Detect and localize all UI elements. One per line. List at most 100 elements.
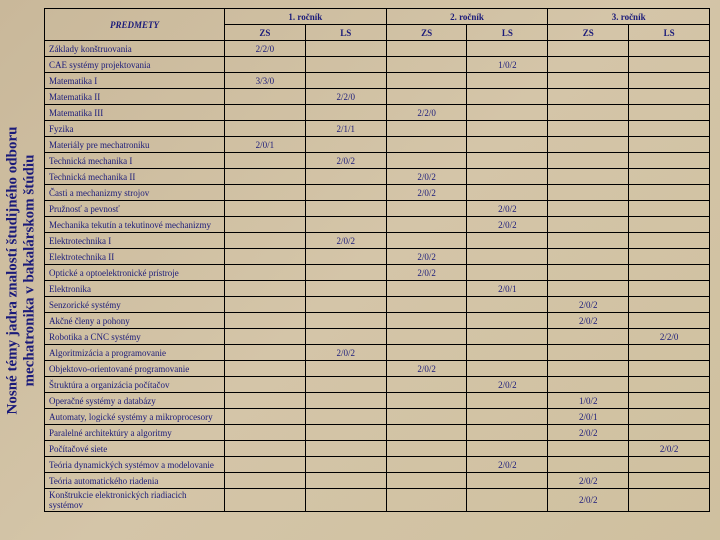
- cell-value: [467, 185, 548, 201]
- cell-value: [548, 361, 629, 377]
- subject-name: Teória dynamických systémov a modelovani…: [45, 457, 225, 473]
- cell-value: [548, 377, 629, 393]
- cell-value: [467, 409, 548, 425]
- cell-value: [386, 201, 467, 217]
- subject-name: Matematika II: [45, 89, 225, 105]
- cell-value: [548, 137, 629, 153]
- table-row: Paralelné architektúry a algoritmy2/0/2: [45, 425, 710, 441]
- table-row: Matematika I3/3/0: [45, 73, 710, 89]
- cell-value: [629, 73, 710, 89]
- sem-header: ZS: [386, 25, 467, 41]
- cell-value: [225, 265, 306, 281]
- cell-value: [386, 313, 467, 329]
- cell-value: [305, 441, 386, 457]
- cell-value: [225, 441, 306, 457]
- cell-value: [305, 457, 386, 473]
- subject-name: Algoritmizácia a programovanie: [45, 345, 225, 361]
- cell-value: [305, 73, 386, 89]
- cell-value: [629, 121, 710, 137]
- table-row: Matematika III2/2/0: [45, 105, 710, 121]
- cell-value: [225, 217, 306, 233]
- cell-value: [225, 297, 306, 313]
- cell-value: [467, 233, 548, 249]
- cell-value: [386, 473, 467, 489]
- cell-value: [225, 169, 306, 185]
- cell-value: [629, 169, 710, 185]
- cell-value: [629, 457, 710, 473]
- cell-value: [386, 281, 467, 297]
- cell-value: [467, 89, 548, 105]
- sem-header: ZS: [225, 25, 306, 41]
- table-row: Elektronika2/0/1: [45, 281, 710, 297]
- cell-value: [548, 153, 629, 169]
- subject-name: Optické a optoelektronické prístroje: [45, 265, 225, 281]
- cell-value: [305, 361, 386, 377]
- cell-value: [386, 409, 467, 425]
- cell-value: [305, 329, 386, 345]
- cell-value: [629, 393, 710, 409]
- cell-value: [225, 105, 306, 121]
- cell-value: [629, 473, 710, 489]
- table-row: Akčné členy a pohony2/0/2: [45, 313, 710, 329]
- subject-name: Matematika I: [45, 73, 225, 89]
- cell-value: [629, 89, 710, 105]
- cell-value: 2/0/1: [225, 137, 306, 153]
- cell-value: [548, 249, 629, 265]
- table-row: Materiály pre mechatroniku2/0/1: [45, 137, 710, 153]
- cell-value: [305, 409, 386, 425]
- cell-value: 2/2/0: [629, 329, 710, 345]
- cell-value: [629, 153, 710, 169]
- cell-value: 2/0/2: [548, 425, 629, 441]
- cell-value: [629, 361, 710, 377]
- subject-name: Štruktúra a organizácia počítačov: [45, 377, 225, 393]
- cell-value: [305, 185, 386, 201]
- cell-value: [305, 249, 386, 265]
- table-row: Pružnosť a pevnosť2/0/2: [45, 201, 710, 217]
- subject-name: CAE systémy projektovania: [45, 57, 225, 73]
- cell-value: [386, 89, 467, 105]
- table-row: Algoritmizácia a programovanie2/0/2: [45, 345, 710, 361]
- cell-value: [629, 297, 710, 313]
- cell-value: [386, 297, 467, 313]
- cell-value: [305, 489, 386, 512]
- cell-value: [386, 41, 467, 57]
- cell-value: [305, 473, 386, 489]
- subject-name: Akčné členy a pohony: [45, 313, 225, 329]
- cell-value: [467, 249, 548, 265]
- cell-value: [225, 313, 306, 329]
- cell-value: [305, 41, 386, 57]
- cell-value: [629, 265, 710, 281]
- cell-value: [386, 217, 467, 233]
- cell-value: 2/0/2: [467, 201, 548, 217]
- cell-value: [386, 345, 467, 361]
- cell-value: [386, 153, 467, 169]
- year-1-header: 1. ročník: [225, 9, 387, 25]
- cell-value: [548, 281, 629, 297]
- table-container: PREDMETY 1. ročník 2. ročník 3. ročník Z…: [42, 0, 720, 540]
- cell-value: [629, 201, 710, 217]
- cell-value: 2/2/0: [305, 89, 386, 105]
- cell-value: [467, 345, 548, 361]
- cell-value: [225, 361, 306, 377]
- cell-value: 2/0/2: [386, 169, 467, 185]
- cell-value: 2/1/1: [305, 121, 386, 137]
- cell-value: [467, 137, 548, 153]
- table-row: Senzorické systémy2/0/2: [45, 297, 710, 313]
- cell-value: 2/0/2: [548, 297, 629, 313]
- table-row: Základy konštruovania2/2/0: [45, 41, 710, 57]
- cell-value: [548, 105, 629, 121]
- subjects-header: PREDMETY: [45, 9, 225, 41]
- table-row: Počítačové siete2/0/2: [45, 441, 710, 457]
- cell-value: [629, 137, 710, 153]
- table-row: Matematika II 2/2/0: [45, 89, 710, 105]
- subject-name: Robotika a CNC systémy: [45, 329, 225, 345]
- cell-value: [548, 201, 629, 217]
- subject-name: Technická mechanika II: [45, 169, 225, 185]
- table-row: Robotika a CNC systémy 2/2/0: [45, 329, 710, 345]
- cell-value: [386, 377, 467, 393]
- cell-value: [629, 233, 710, 249]
- cell-value: 1/0/2: [548, 393, 629, 409]
- table-row: Operačné systémy a databázy1/0/2: [45, 393, 710, 409]
- subject-name: Materiály pre mechatroniku: [45, 137, 225, 153]
- cell-value: [467, 489, 548, 512]
